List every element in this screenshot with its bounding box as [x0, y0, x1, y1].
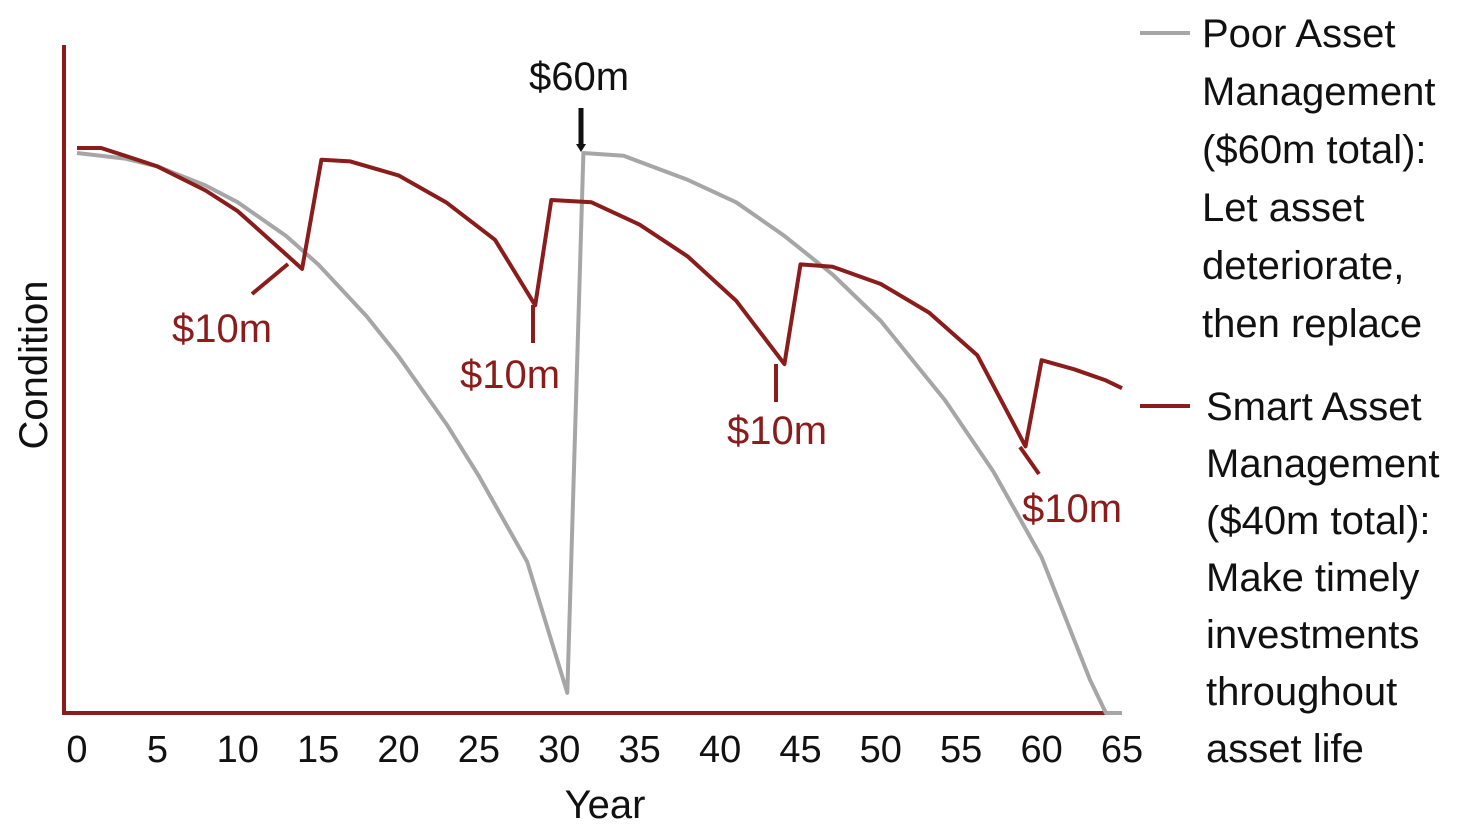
- x-tick-labels: 0 5 10 15 20 25 30 35 40 45 50 55 60 65: [66, 729, 1143, 771]
- x-tick-label-5: 5: [147, 729, 168, 771]
- annotation-10m-4: $10m: [1022, 487, 1122, 531]
- x-tick-label-10: 10: [217, 729, 259, 771]
- y-axis-title: Condition: [12, 280, 56, 449]
- x-tick-label-25: 25: [458, 729, 500, 771]
- x-tick-label-60: 60: [1020, 729, 1062, 771]
- x-tick-label-50: 50: [860, 729, 902, 771]
- x-tick-label-15: 15: [297, 729, 339, 771]
- x-tick-label-65: 65: [1101, 729, 1143, 771]
- annotation-10m-1: $10m: [172, 307, 272, 351]
- annotation-arrowhead-60m: [576, 144, 586, 152]
- legend: Poor Asset Management ($60m total): Let …: [1140, 12, 1451, 771]
- series-line-poor-asset-management: [76, 151, 1122, 715]
- x-tick-label-30: 30: [538, 729, 580, 771]
- x-tick-label-0: 0: [66, 729, 87, 771]
- annotation-10m-3: $10m: [727, 409, 827, 453]
- x-tick-label-45: 45: [779, 729, 821, 771]
- annotation-60m: $60m: [529, 55, 629, 99]
- annotation-pointer-10m-1: [250, 262, 290, 296]
- legend-label-smart: Smart Asset Management ($40m total): Mak…: [1206, 385, 1451, 771]
- annotation-pointer-10m-4: [1018, 445, 1041, 476]
- x-tick-label-35: 35: [619, 729, 661, 771]
- x-tick-label-55: 55: [940, 729, 982, 771]
- x-axis-title: Year: [565, 783, 646, 826]
- annotation-10m-2: $10m: [460, 353, 560, 397]
- x-tick-label-20: 20: [377, 729, 419, 771]
- x-tick-label-40: 40: [699, 729, 741, 771]
- series-line-smart-asset-management: [77, 146, 1123, 449]
- legend-label-poor: Poor Asset Management ($60m total): Let …: [1202, 12, 1447, 346]
